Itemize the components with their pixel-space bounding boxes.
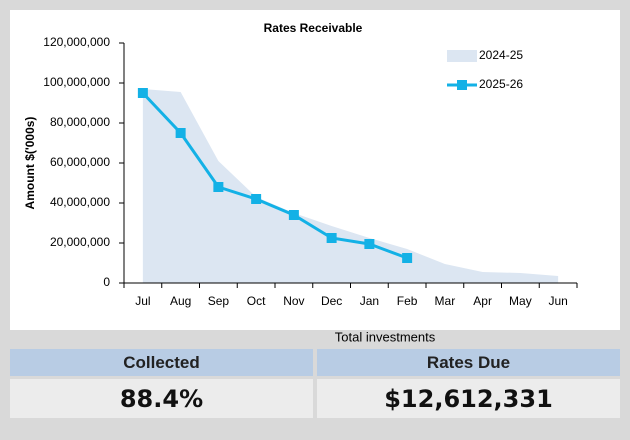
x-tick-label: Mar — [435, 294, 456, 308]
y-tick-label: 40,000,000 — [50, 195, 110, 209]
y-tick-label: 80,000,000 — [50, 115, 110, 129]
x-tick-label: May — [509, 294, 532, 308]
y-tick-label: 60,000,000 — [50, 155, 110, 169]
x-tick-label: Sep — [208, 294, 230, 308]
x-tick-label: Dec — [321, 294, 342, 308]
header-cell: Collected — [10, 349, 313, 376]
table-header: Collected Rates Due — [10, 349, 620, 376]
legend-swatch — [447, 50, 477, 62]
caption: Total investments — [335, 329, 436, 344]
y-axis-label: Amount $('000s) — [23, 117, 37, 210]
y-tick-label: 0 — [103, 275, 110, 289]
value-cell: $12,612,331 — [317, 379, 620, 418]
x-tick-label: Aug — [170, 294, 191, 308]
y-tick-label: 100,000,000 — [43, 75, 110, 89]
line — [141, 91, 408, 260]
marker — [213, 182, 224, 192]
legend-marker — [457, 80, 467, 90]
table-values: 88.4% $12,612,331 — [10, 379, 620, 418]
marker — [251, 194, 262, 204]
x-tick-label: Jan — [360, 294, 379, 308]
legend-label: 2024-25 — [479, 48, 523, 62]
x-tick-label: Oct — [247, 294, 266, 308]
area — [142, 89, 559, 283]
x-tick-label: Jul — [135, 294, 150, 308]
marker — [364, 239, 375, 249]
marker — [326, 233, 337, 243]
x-tick-label: Feb — [397, 294, 418, 308]
x-tick-label: Nov — [283, 294, 304, 308]
value-cell: 88.4% — [10, 379, 313, 418]
x-tick-label: Apr — [473, 294, 492, 308]
legend-label: 2025-26 — [479, 77, 523, 91]
marker — [402, 253, 413, 263]
marker — [137, 88, 148, 98]
marker — [288, 210, 299, 220]
header-cell: Rates Due — [317, 349, 620, 376]
y-tick-label: 120,000,000 — [43, 35, 110, 49]
chart: Rates Receivable Amount $('000s) Total i… — [10, 10, 620, 344]
chart-title: Rates Receivable — [264, 21, 363, 35]
x-tick-label: Jun — [548, 294, 567, 308]
y-tick-label: 20,000,000 — [50, 235, 110, 249]
marker — [175, 128, 186, 138]
